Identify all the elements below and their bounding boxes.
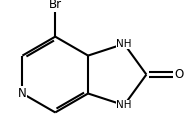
Text: NH: NH — [116, 100, 132, 110]
Text: Br: Br — [49, 0, 62, 11]
Text: NH: NH — [116, 39, 132, 49]
Text: N: N — [18, 87, 27, 100]
Text: O: O — [174, 68, 183, 81]
